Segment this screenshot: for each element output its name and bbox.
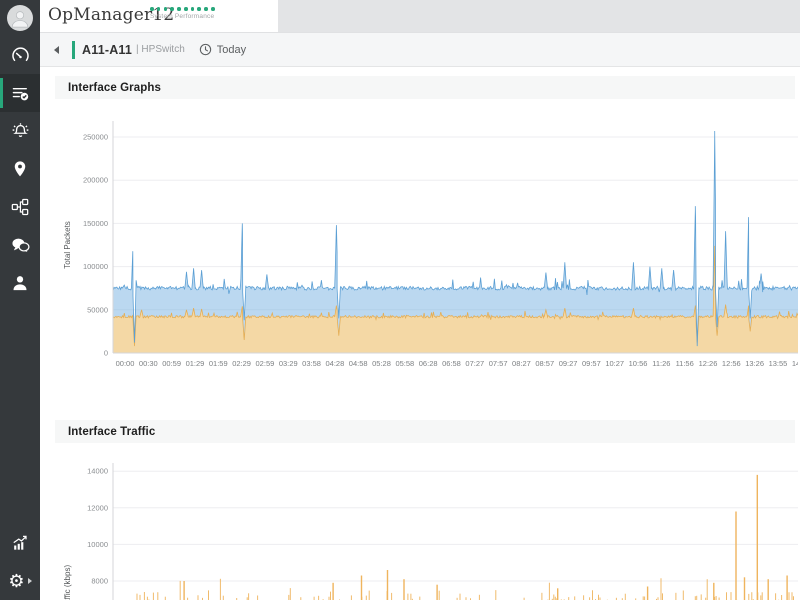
- brand-area: OpManager12 System Performance: [40, 0, 278, 32]
- time-range-selector[interactable]: Today: [199, 43, 246, 56]
- svg-text:03:58: 03:58: [302, 359, 321, 368]
- interface-traffic-chart: 8000 10000 12000 14000 Traffic (kbps): [63, 463, 798, 600]
- svg-text:12:56: 12:56: [722, 359, 741, 368]
- settings-gear-icon: ⚙: [8, 571, 25, 591]
- svg-text:00:30: 00:30: [139, 359, 158, 368]
- section-title: Interface Traffic: [68, 425, 156, 438]
- time-range-label: Today: [216, 43, 247, 56]
- svg-text:02:59: 02:59: [256, 359, 275, 368]
- sidebar-item-settings[interactable]: ⚙: [0, 562, 40, 600]
- svg-text:06:58: 06:58: [442, 359, 461, 368]
- sidebar-item-profile[interactable]: [0, 0, 40, 36]
- svg-text:0: 0: [104, 349, 108, 358]
- svg-text:07:57: 07:57: [489, 359, 508, 368]
- sidebar-item-topology[interactable]: [0, 188, 40, 226]
- sidebar-spacer: [0, 302, 40, 524]
- interface-graphs-chart: 0 50000 100000 150000 200000 250000 00:00 00:30…: [63, 121, 798, 368]
- svg-text:14:25: 14:25: [792, 359, 798, 368]
- svg-text:14000: 14000: [87, 467, 108, 476]
- svg-text:13:26: 13:26: [745, 359, 764, 368]
- svg-text:10000: 10000: [87, 540, 108, 549]
- svg-text:00:59: 00:59: [162, 359, 181, 368]
- svg-text:09:57: 09:57: [582, 359, 601, 368]
- svg-text:09:27: 09:27: [559, 359, 578, 368]
- section-title: Interface Graphs: [68, 81, 161, 94]
- device-header: A11-A11 | HPSwitch Today: [40, 33, 800, 67]
- network-topology-icon: [11, 198, 29, 216]
- svg-text:03:29: 03:29: [279, 359, 298, 368]
- svg-text:00:00: 00:00: [116, 359, 135, 368]
- back-button[interactable]: [48, 42, 64, 58]
- dashboard-gauge-icon: [11, 47, 29, 61]
- section-header-interface-traffic: Interface Traffic: [55, 420, 795, 443]
- device-type: | HPSwitch: [136, 44, 185, 55]
- svg-text:50000: 50000: [87, 305, 108, 314]
- svg-text:11:26: 11:26: [652, 359, 670, 368]
- app-logo: OpManager12: [48, 5, 175, 25]
- svg-text:10:56: 10:56: [629, 359, 648, 368]
- sidebar-nav: ⚙: [0, 0, 40, 600]
- svg-text:13:55: 13:55: [769, 359, 788, 368]
- alarm-bell-icon: [12, 122, 28, 137]
- svg-text:12000: 12000: [87, 503, 108, 512]
- sidebar-item-maps[interactable]: [0, 150, 40, 188]
- svg-text:100000: 100000: [83, 262, 108, 271]
- section-header-interface-graphs: Interface Graphs: [55, 76, 795, 99]
- svg-text:8000: 8000: [91, 577, 108, 586]
- svg-text:08:57: 08:57: [535, 359, 554, 368]
- sidebar-item-chat[interactable]: [0, 226, 40, 264]
- reports-chart-icon: [13, 535, 27, 550]
- inventory-list-check-icon: [12, 87, 28, 100]
- svg-text:06:28: 06:28: [419, 359, 438, 368]
- svg-text:250000: 250000: [83, 133, 108, 142]
- sidebar-item-users[interactable]: [0, 264, 40, 302]
- sidebar-item-alarms[interactable]: [0, 112, 40, 150]
- svg-text:07:27: 07:27: [465, 359, 484, 368]
- sidebar-item-reports[interactable]: [0, 524, 40, 562]
- top-header: OpManager12 System Performance: [40, 0, 800, 33]
- main-content: Interface Graphs 0 50000 100000 150000 20000…: [40, 68, 800, 600]
- svg-text:05:58: 05:58: [395, 359, 414, 368]
- chat-bubbles-icon: [11, 238, 30, 252]
- accent-bar: [72, 40, 75, 59]
- brand-status: System Performance: [150, 7, 215, 20]
- brand-dots: [150, 7, 215, 11]
- back-arrow-icon: [53, 45, 59, 54]
- user-avatar-icon: [11, 11, 29, 28]
- svg-text:04:28: 04:28: [325, 359, 344, 368]
- svg-text:01:29: 01:29: [186, 359, 205, 368]
- user-person-icon: [13, 276, 27, 291]
- brand-subtitle: System Performance: [150, 13, 215, 21]
- svg-text:04:58: 04:58: [349, 359, 368, 368]
- settings-expand-arrow-icon: [27, 578, 32, 584]
- sidebar-item-dashboard[interactable]: [0, 36, 40, 74]
- svg-text:08:27: 08:27: [512, 359, 531, 368]
- svg-text:Traffic (kbps): Traffic (kbps): [63, 565, 72, 600]
- device-name: A11-A11: [82, 42, 133, 57]
- clock-icon: [199, 43, 211, 56]
- svg-text:Total Packets: Total Packets: [63, 221, 72, 269]
- svg-text:02:29: 02:29: [232, 359, 251, 368]
- svg-text:150000: 150000: [83, 219, 108, 228]
- svg-text:01:59: 01:59: [209, 359, 228, 368]
- avatar: [7, 5, 33, 31]
- svg-text:05:28: 05:28: [372, 359, 391, 368]
- sidebar-item-inventory[interactable]: [0, 74, 40, 112]
- svg-text:10:27: 10:27: [605, 359, 624, 368]
- svg-text:12:26: 12:26: [699, 359, 718, 368]
- map-pin-icon: [14, 161, 26, 177]
- svg-text:200000: 200000: [83, 176, 108, 185]
- svg-text:11:56: 11:56: [676, 359, 694, 368]
